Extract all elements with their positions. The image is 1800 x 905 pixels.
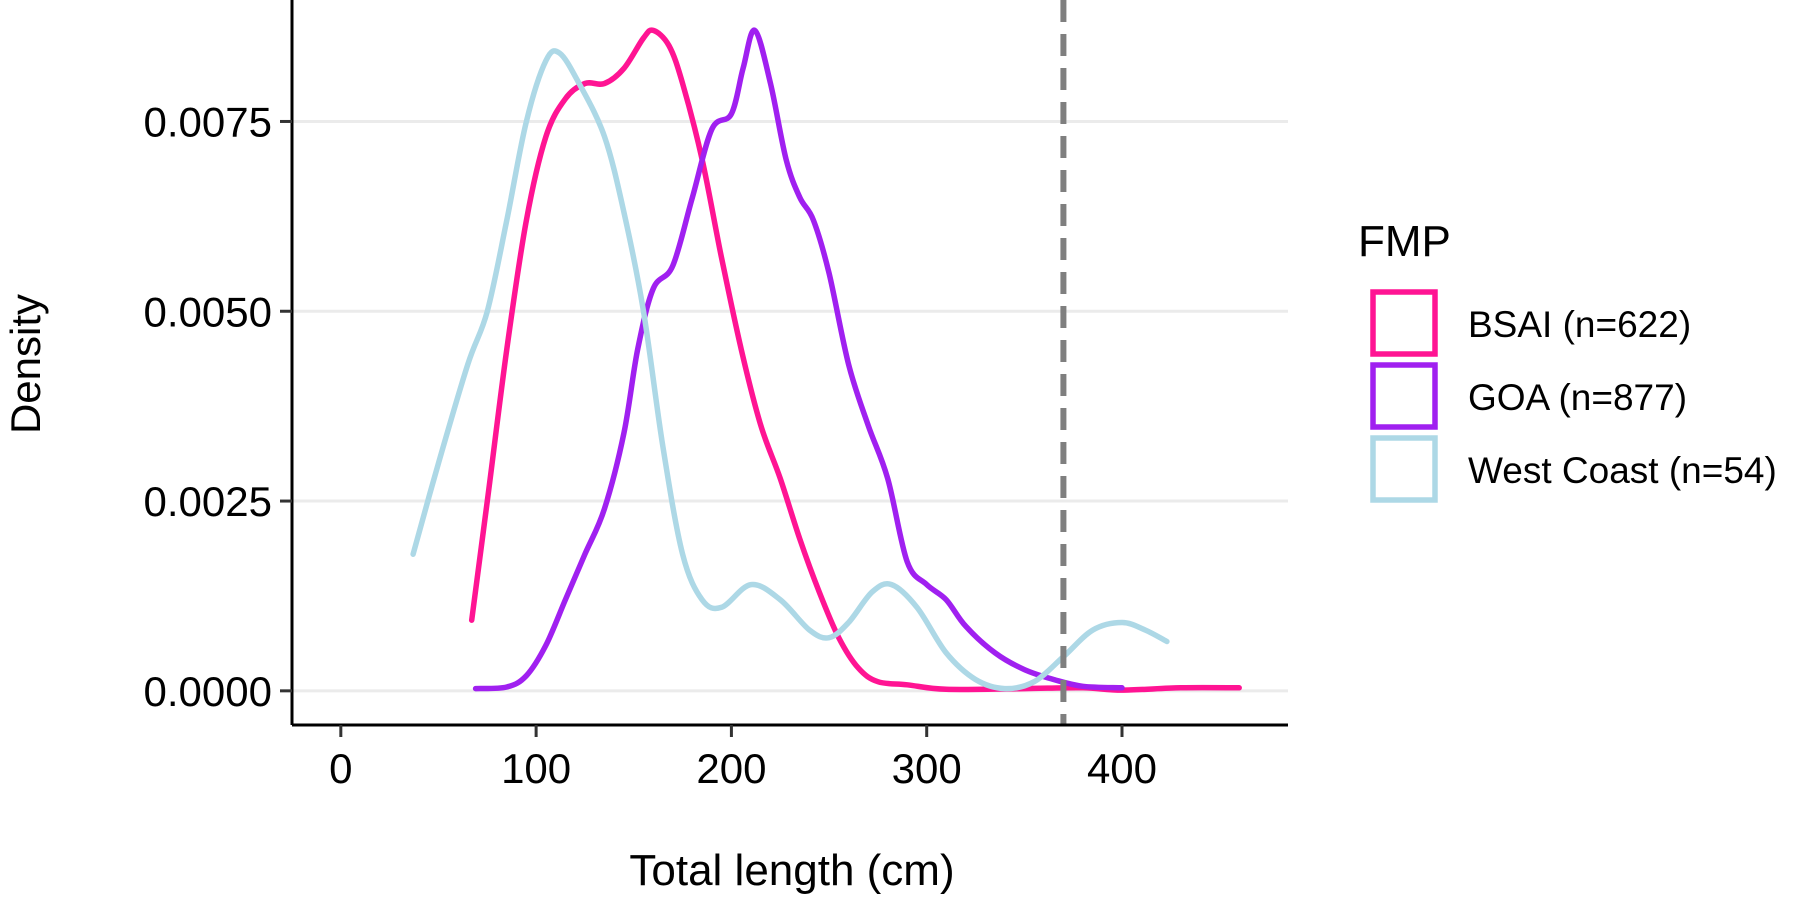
legend-key-west-coast [1370,435,1438,503]
series-line-bsai [468,27,1242,693]
y-tick-label-3: 0.0075 [144,98,272,145]
y-axis-title: Density [2,294,49,434]
x-tick-label-4: 400 [1087,745,1157,792]
legend-key-bsai [1370,289,1438,357]
legend-title: FMP [1358,217,1451,266]
axis-layer: 0.0000 0.0025 0.0050 0.0075 0 100 200 300 400 [144,0,1288,792]
series-layer [410,0,1242,725]
legend: FMP BSAI (n=622) GOA (n=877) West Coast (n… [1358,217,1777,503]
x-tick-label-1: 100 [501,745,571,792]
series-line-goa [472,27,1125,692]
legend-label-bsai: BSAI (n=622) [1468,304,1691,345]
y-tick-label-1: 0.0025 [144,478,272,525]
y-tick-label-2: 0.0050 [144,288,272,335]
x-tick-label-2: 200 [696,745,766,792]
legend-key-goa [1370,362,1438,430]
x-tick-label-0: 0 [329,745,352,792]
x-tick-label-3: 300 [892,745,962,792]
x-axis-title: Total length (cm) [629,846,954,895]
legend-label-goa: GOA (n=877) [1468,377,1687,418]
series-line-west-coast [410,48,1170,692]
y-tick-label-0: 0.0000 [144,668,272,715]
legend-label-west-coast: West Coast (n=54) [1468,450,1777,491]
